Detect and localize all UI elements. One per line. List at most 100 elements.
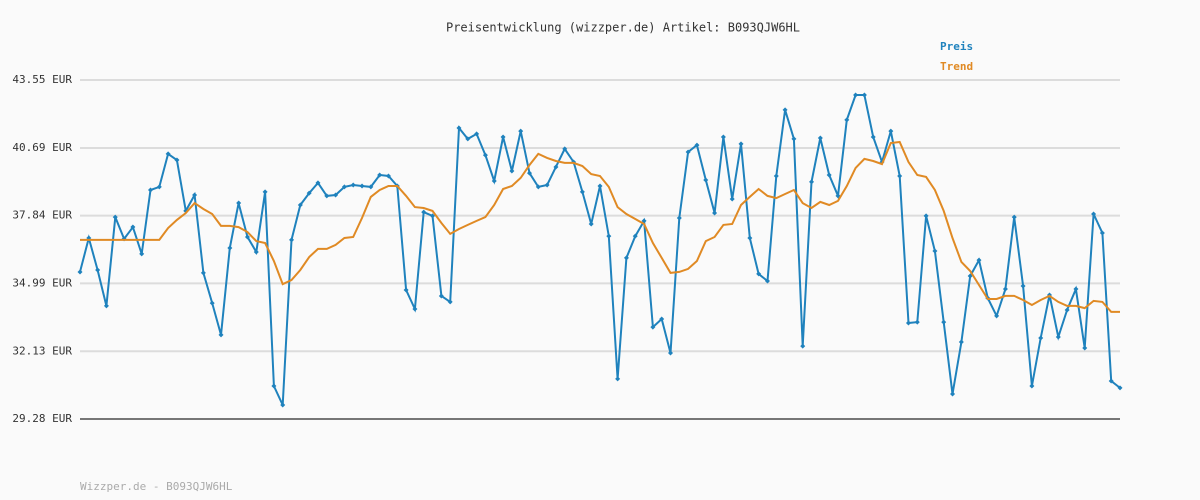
point <box>553 164 559 170</box>
point <box>588 221 594 227</box>
series-line <box>80 140 1120 313</box>
point <box>333 192 339 198</box>
point <box>870 134 876 140</box>
point <box>861 92 867 98</box>
point <box>535 184 541 190</box>
point <box>791 136 797 142</box>
point <box>139 251 145 257</box>
point <box>465 136 471 142</box>
point <box>227 245 233 251</box>
point <box>685 149 691 155</box>
point <box>271 383 277 389</box>
point <box>747 235 753 241</box>
point <box>712 210 718 216</box>
point <box>253 249 259 255</box>
y-tick-label: 34.99 EUR <box>12 276 72 289</box>
point <box>403 287 409 293</box>
point <box>1055 334 1061 340</box>
point <box>200 270 206 276</box>
point <box>165 151 171 157</box>
point <box>676 215 682 221</box>
point <box>103 303 109 309</box>
point <box>958 339 964 345</box>
point <box>738 141 744 147</box>
point <box>280 402 286 408</box>
point <box>236 200 242 206</box>
point <box>130 224 136 230</box>
point <box>350 182 356 188</box>
point <box>1082 345 1088 351</box>
point <box>941 319 947 325</box>
point <box>597 183 603 189</box>
point <box>209 300 215 306</box>
point <box>764 278 770 284</box>
point <box>306 190 312 196</box>
y-tick-label: 40.69 EUR <box>12 141 72 154</box>
point <box>341 184 347 190</box>
point <box>491 178 497 184</box>
point <box>315 180 321 186</box>
y-tick-label: 43.55 EUR <box>12 73 72 86</box>
point <box>438 293 444 299</box>
point <box>853 92 859 98</box>
point <box>324 193 330 199</box>
point <box>192 192 198 198</box>
point <box>156 184 162 190</box>
point <box>897 173 903 179</box>
point <box>1011 214 1017 220</box>
point <box>932 248 938 254</box>
point <box>430 213 436 219</box>
point <box>782 107 788 113</box>
point <box>1020 283 1026 289</box>
point <box>244 234 250 240</box>
point <box>544 182 550 188</box>
point <box>756 271 762 277</box>
point <box>112 214 118 220</box>
point <box>844 117 850 123</box>
point <box>412 306 418 312</box>
point <box>659 316 665 322</box>
point <box>77 269 83 275</box>
point <box>694 142 700 148</box>
point <box>1108 378 1114 384</box>
point <box>976 257 982 263</box>
point <box>950 391 956 397</box>
y-tick-label: 32.13 EUR <box>12 344 72 357</box>
point <box>1029 383 1035 389</box>
point <box>800 343 806 349</box>
chart-title: Preisentwicklung (wizzper.de) Artikel: B… <box>446 21 800 35</box>
point <box>650 324 656 330</box>
point <box>385 173 391 179</box>
point <box>668 350 674 356</box>
point <box>615 376 621 382</box>
point <box>729 196 735 202</box>
point <box>526 170 532 176</box>
point <box>174 157 180 163</box>
point <box>368 184 374 190</box>
point <box>703 177 709 183</box>
point <box>447 299 453 305</box>
point <box>623 255 629 261</box>
point <box>1038 335 1044 341</box>
point <box>456 125 462 131</box>
point <box>994 313 1000 319</box>
point <box>1117 385 1123 391</box>
point <box>482 152 488 158</box>
point <box>1002 286 1008 292</box>
point <box>826 172 832 178</box>
point <box>421 209 427 215</box>
point <box>606 233 612 239</box>
point <box>817 135 823 141</box>
point <box>500 134 506 140</box>
point <box>579 189 585 195</box>
point <box>262 189 268 195</box>
point <box>377 172 383 178</box>
point <box>1073 286 1079 292</box>
point <box>720 134 726 140</box>
point <box>914 319 920 325</box>
point <box>297 202 303 208</box>
legend-label: Preis <box>940 40 973 53</box>
point <box>888 128 894 134</box>
point <box>905 320 911 326</box>
